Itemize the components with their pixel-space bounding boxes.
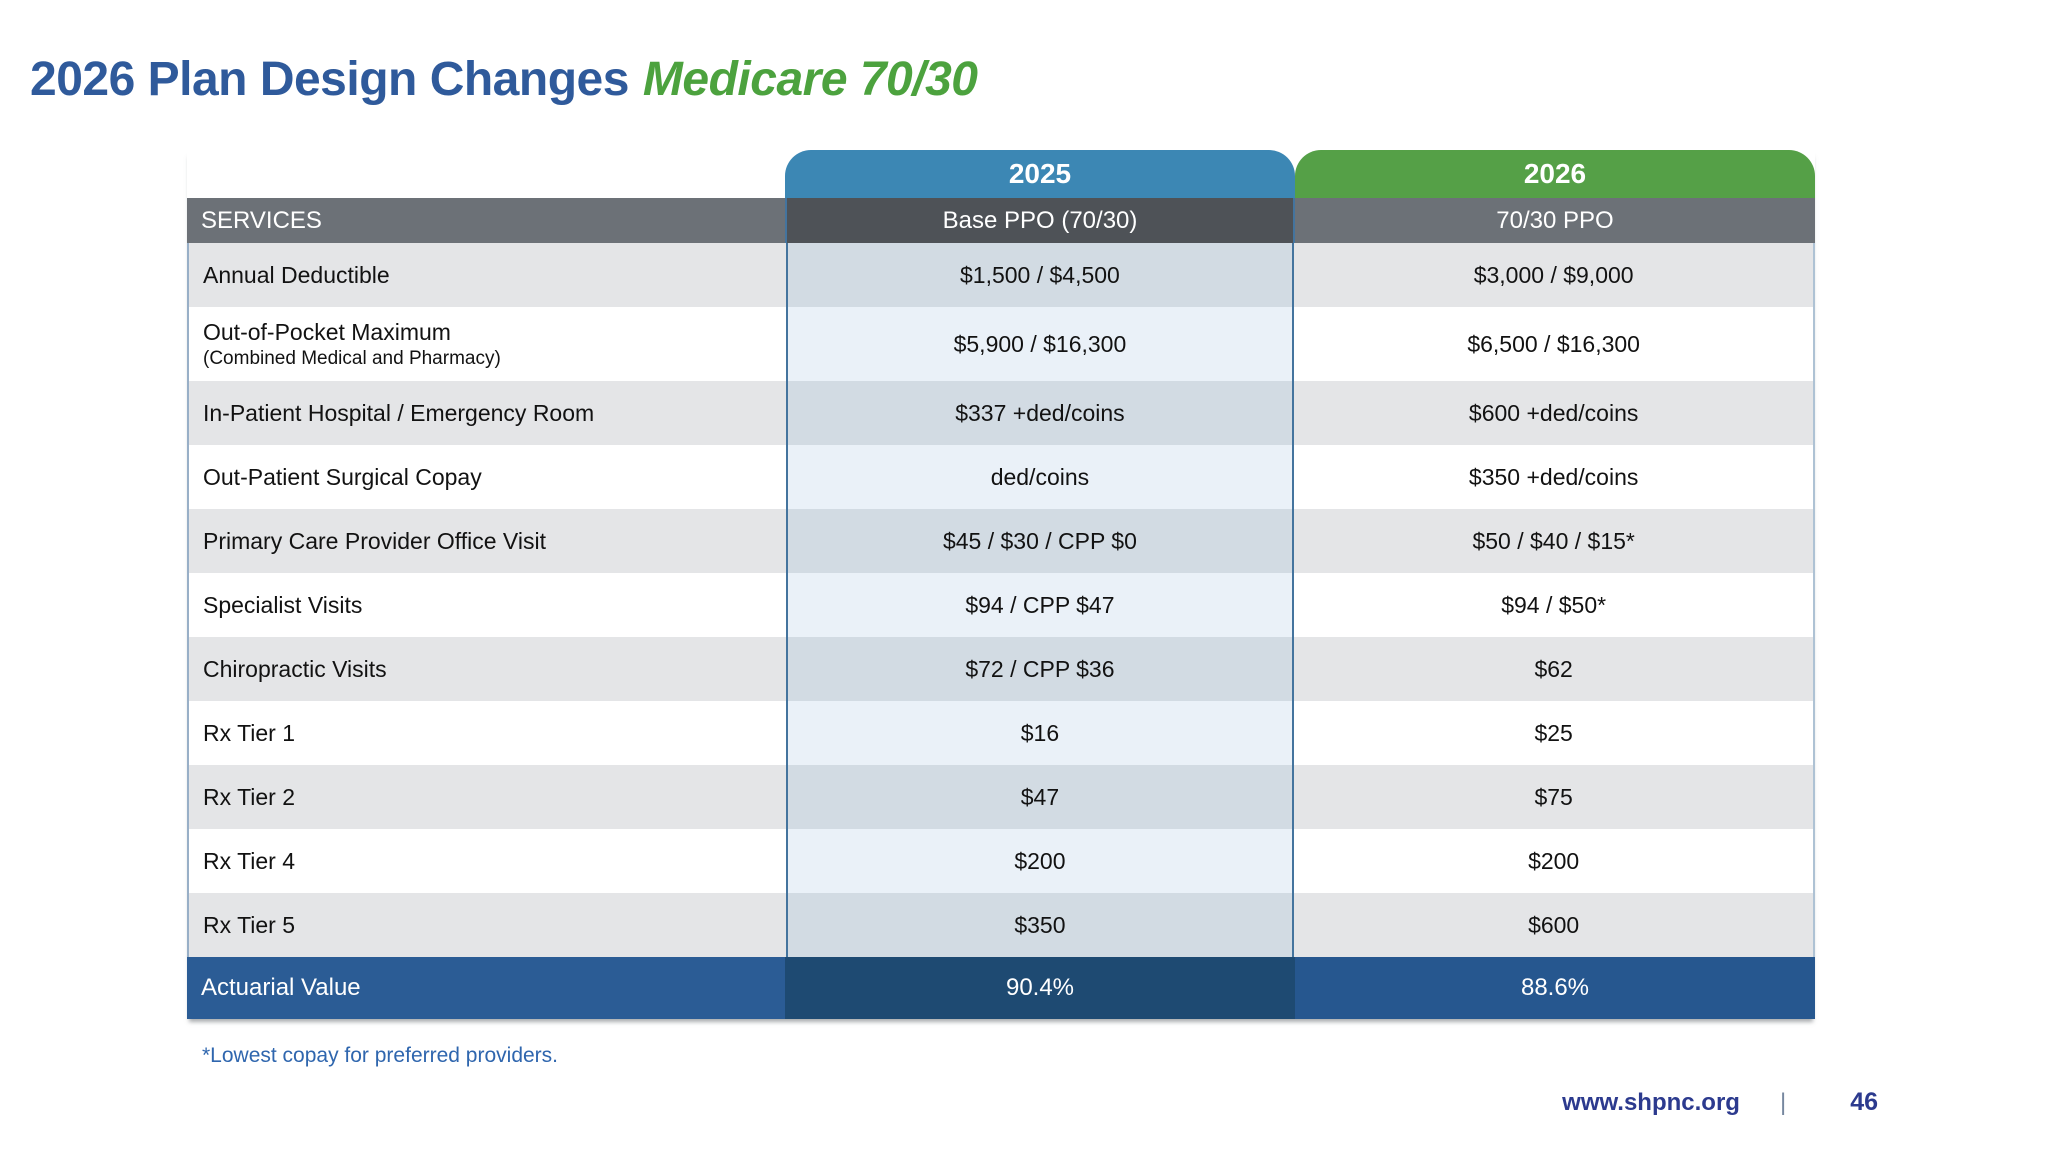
- value-2026: $50 / $40 / $15*: [1472, 527, 1635, 554]
- value-2026: $600: [1528, 911, 1580, 938]
- value-2025: $200: [785, 829, 1295, 893]
- value-2025: $47: [785, 765, 1295, 829]
- value-2025: $5,900 / $16,300: [785, 307, 1295, 381]
- table-row-specialist-visits: Specialist Visits $94 / CPP $47 $94 / $5…: [187, 573, 1815, 637]
- service-label: Rx Tier 2: [203, 783, 296, 810]
- value-2025: $1,500 / $4,500: [785, 243, 1295, 307]
- table-row-rx-tier-1: Rx Tier 1 $16 $25: [187, 701, 1815, 765]
- tab-2026: 2026: [1295, 150, 1815, 198]
- table-row-annual-deductible: Annual Deductible $1,500 / $4,500 $3,000…: [187, 243, 1815, 307]
- page-footer: www.shpnc.org | 46: [1562, 1088, 1878, 1117]
- service-label: Actuarial Value: [187, 957, 785, 1019]
- value-2025: $350: [785, 893, 1295, 957]
- value-2025: 90.4%: [785, 957, 1295, 1019]
- year-tabs-row: 2025 2026: [187, 150, 1815, 198]
- footnote: *Lowest copay for preferred providers.: [202, 1044, 559, 1067]
- service-sublabel: (Combined Medical and Pharmacy): [203, 347, 501, 369]
- value-2026: $25: [1534, 719, 1573, 746]
- table-row-rx-tier-5: Rx Tier 5 $350 $600: [187, 893, 1815, 957]
- page-number: 46: [1850, 1088, 1878, 1116]
- value-2026: $75: [1534, 783, 1573, 810]
- value-2025: $94 / CPP $47: [785, 573, 1295, 637]
- service-label: Specialist Visits: [203, 591, 363, 618]
- footer-separator: |: [1779, 1088, 1787, 1116]
- plan-comparison-table: 2025 2026 SERVICES Base PPO (70/30) 70/3…: [187, 150, 1815, 1019]
- value-2026: 88.6%: [1295, 957, 1815, 1019]
- service-label: Annual Deductible: [203, 261, 390, 288]
- value-2026: $200: [1528, 847, 1580, 874]
- tabs-spacer: [187, 150, 785, 198]
- table-row-primary-care-office-visit: Primary Care Provider Office Visit $45 /…: [187, 509, 1815, 573]
- service-label: Out-Patient Surgical Copay: [203, 463, 482, 490]
- header-2026-plan: 70/30 PPO: [1295, 198, 1815, 243]
- table-row-inpatient-hospital-er: In-Patient Hospital / Emergency Room $33…: [187, 381, 1815, 445]
- value-2026: $94 / $50*: [1501, 591, 1607, 618]
- table-header-row: SERVICES Base PPO (70/30) 70/30 PPO: [187, 198, 1815, 243]
- value-2025: $337 +ded/coins: [785, 381, 1295, 445]
- service-label: Rx Tier 1: [203, 719, 296, 746]
- value-2025: $16: [785, 701, 1295, 765]
- value-2025: $72 / CPP $36: [785, 637, 1295, 701]
- service-label: Rx Tier 4: [203, 847, 296, 874]
- table-row-out-of-pocket-maximum: Out-of-Pocket Maximum (Combined Medical …: [187, 307, 1815, 381]
- table-row-rx-tier-4: Rx Tier 4 $200 $200: [187, 829, 1815, 893]
- value-2026: $350 +ded/coins: [1468, 463, 1639, 490]
- page-title-highlight: Medicare 70/30: [642, 53, 978, 107]
- table-row-chiropractic-visits: Chiropractic Visits $72 / CPP $36 $62: [187, 637, 1815, 701]
- header-services: SERVICES: [187, 198, 785, 243]
- table-row-outpatient-surgical-copay: Out-Patient Surgical Copay ded/coins $35…: [187, 445, 1815, 509]
- service-label: Out-of-Pocket Maximum (Combined Medical …: [203, 318, 501, 369]
- table-row-rx-tier-2: Rx Tier 2 $47 $75: [187, 765, 1815, 829]
- service-label: Chiropractic Visits: [203, 655, 387, 682]
- service-label: Primary Care Provider Office Visit: [203, 527, 546, 554]
- website-link[interactable]: www.shpnc.org: [1562, 1088, 1740, 1116]
- value-2025: $45 / $30 / CPP $0: [785, 509, 1295, 573]
- table-row-actuarial-value: Actuarial Value 90.4% 88.6%: [187, 957, 1815, 1019]
- page-title-main: 2026 Plan Design Changes: [30, 53, 629, 107]
- value-2025: ded/coins: [785, 445, 1295, 509]
- service-label: In-Patient Hospital / Emergency Room: [203, 399, 595, 426]
- tab-2025: 2025: [785, 150, 1295, 198]
- header-2025-plan: Base PPO (70/30): [785, 198, 1295, 243]
- value-2026: $6,500 / $16,300: [1467, 330, 1640, 357]
- page-title: 2026 Plan Design Changes Medicare 70/30: [30, 52, 978, 107]
- value-2026: $3,000 / $9,000: [1473, 261, 1634, 288]
- service-label: Rx Tier 5: [203, 911, 296, 938]
- value-2026: $62: [1534, 655, 1573, 682]
- value-2026: $600 +ded/coins: [1468, 399, 1639, 426]
